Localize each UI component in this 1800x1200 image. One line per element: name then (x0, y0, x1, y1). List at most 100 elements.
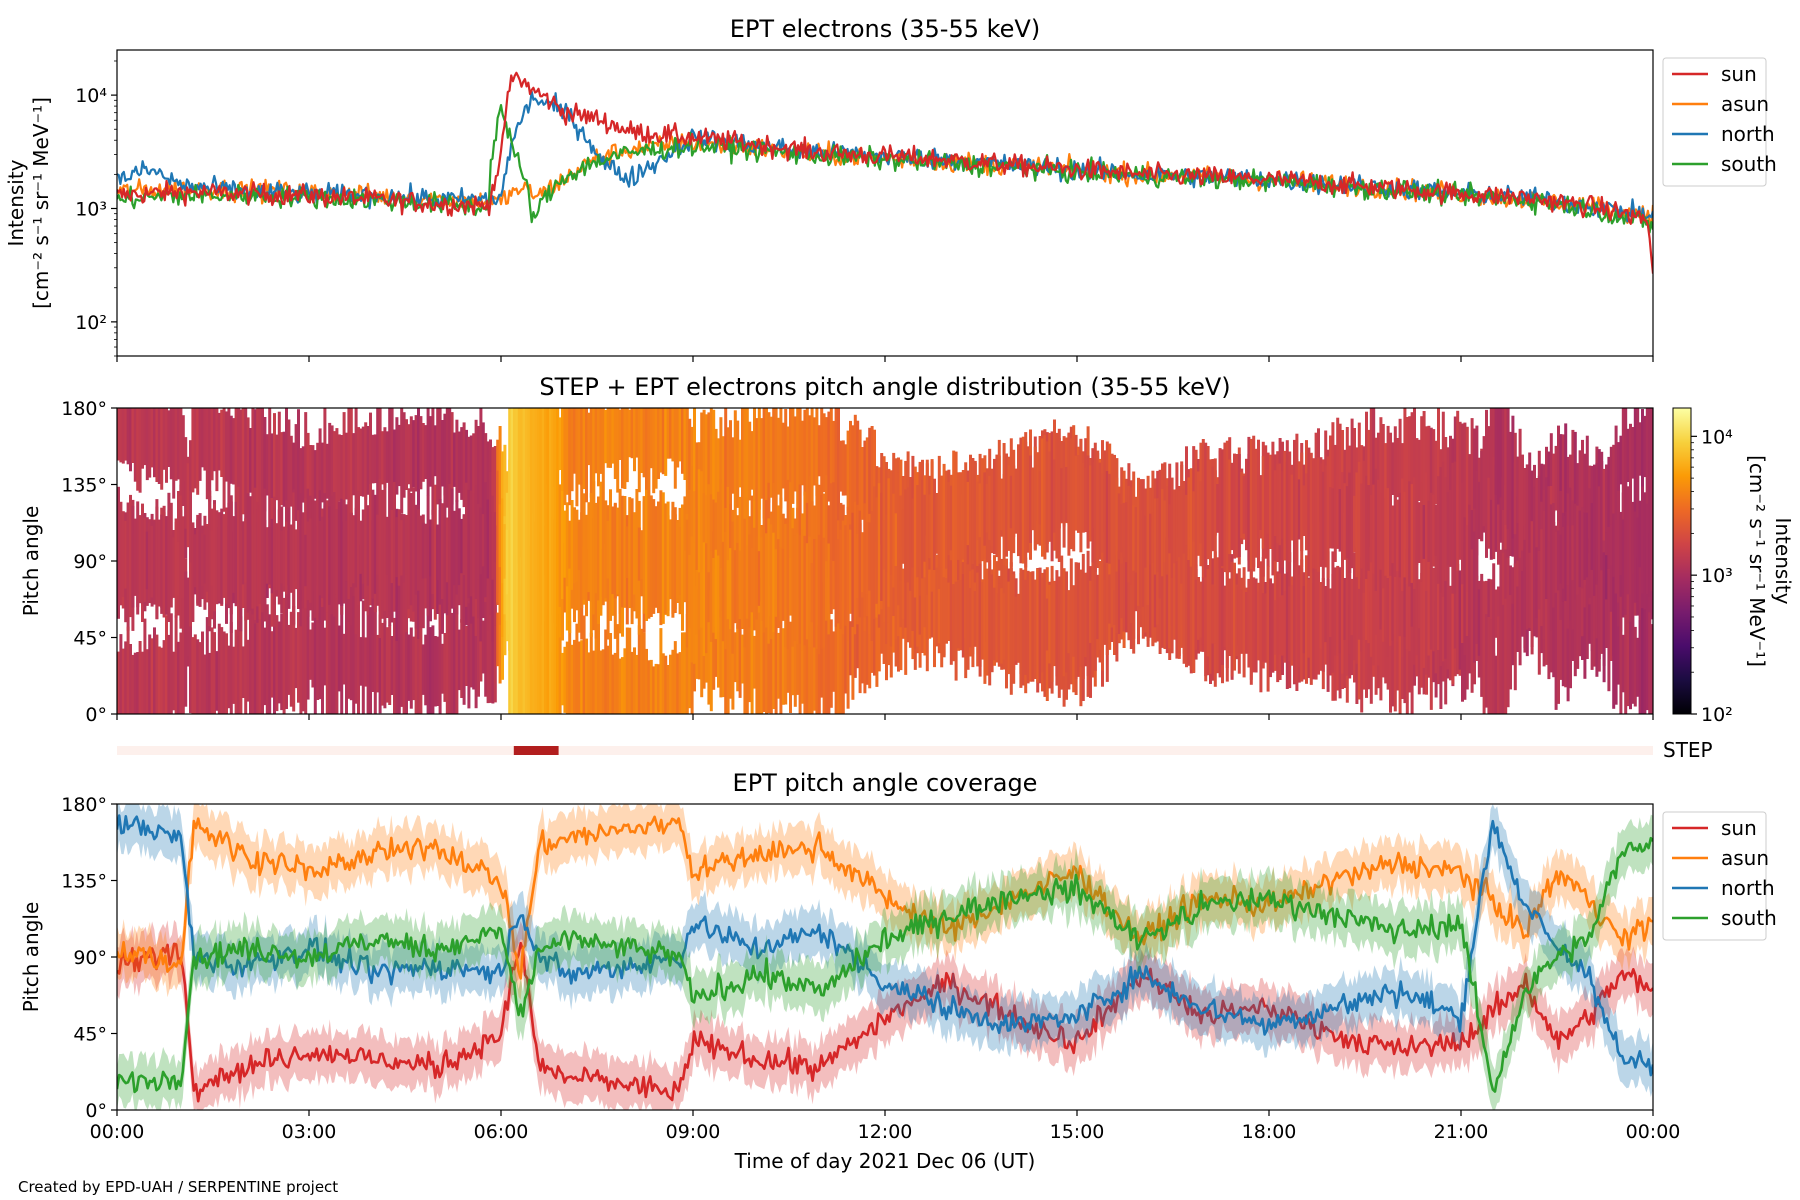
heatmap-cell (493, 512, 497, 562)
heatmap-cell (1045, 598, 1049, 651)
heatmap-cell (1062, 441, 1066, 548)
heatmap-cell (1422, 505, 1426, 559)
heatmap-cell (133, 652, 137, 714)
heatmap-cell (1576, 463, 1580, 522)
heatmap-cell (433, 484, 437, 620)
heatmap-cell (1458, 421, 1462, 530)
heatmap-cell (407, 424, 411, 485)
heatmap-cell (1393, 557, 1397, 634)
heatmap-cell (1333, 476, 1337, 562)
heatmap-cell (546, 408, 550, 714)
heatmap-cell (378, 614, 382, 714)
heatmap-cell (1350, 478, 1354, 569)
heatmap-cell (856, 616, 860, 669)
heatmap-cell (239, 616, 243, 714)
heatmap-cell (1307, 447, 1311, 577)
heatmap-cell (304, 596, 308, 714)
heatmap-cell (1631, 501, 1635, 574)
heatmap-cell (189, 562, 192, 627)
heatmap-cell (1170, 477, 1174, 578)
heatmap-cell (997, 583, 1001, 667)
heatmap-cell (1643, 609, 1647, 714)
heatmap-cell (577, 408, 581, 485)
heatmap-cell (892, 563, 896, 616)
heatmap-cell (119, 634, 123, 714)
heatmap-cell (1057, 428, 1061, 562)
heatmap-cell (1341, 545, 1344, 674)
heatmap-cell (1029, 571, 1032, 682)
heatmap-cell (174, 408, 178, 481)
heatmap-cell (1069, 558, 1073, 685)
heatmap-cell (1230, 462, 1234, 551)
heatmap-cell (1141, 479, 1145, 607)
heatmap-cell (1449, 490, 1452, 567)
heatmap-cell (1511, 567, 1515, 629)
heatmap-cell (337, 434, 341, 502)
heatmap-cell (1149, 528, 1152, 638)
heatmap-cell (652, 499, 656, 614)
heatmap-cell (273, 507, 276, 605)
heatmap-cell (1372, 484, 1376, 574)
heatmap-cell (177, 641, 180, 714)
heatmap-cell (1581, 439, 1584, 553)
heatmap-cell (1403, 408, 1407, 530)
heatmap-cell (369, 607, 372, 714)
heatmap-cell (760, 418, 764, 499)
heatmap-cell (666, 665, 670, 714)
heatmap-cell (1266, 469, 1270, 534)
heatmap-cell (1552, 522, 1556, 608)
heatmap-cell (1125, 543, 1128, 633)
heatmap-cell (436, 408, 440, 505)
heatmap-cell (1420, 416, 1424, 526)
heatmap-cell (815, 625, 819, 714)
heatmap-cell (849, 621, 852, 676)
heatmap-cell (1511, 603, 1515, 666)
footer-credit: Created by EPD-UAH / SERPENTINE project (18, 1178, 338, 1196)
heatmap-cell (724, 531, 728, 650)
heatmap-cell (1093, 442, 1097, 572)
heatmap-cell (995, 454, 999, 558)
heatmap-cell (731, 603, 735, 710)
heatmap-cell (455, 419, 459, 503)
heatmap-cell (760, 537, 764, 621)
heatmap-cell (174, 518, 178, 618)
heatmap-cell (964, 554, 968, 679)
heatmap-cell (239, 498, 243, 609)
heatmap-cell (882, 548, 886, 623)
heatmap-cell (1549, 504, 1553, 631)
heatmap-cell (714, 549, 718, 640)
heatmap-cell (1425, 538, 1428, 675)
heatmap-cell (637, 527, 641, 581)
heatmap-cell (467, 489, 471, 599)
heatmap-cell (1357, 461, 1361, 589)
heatmap-cell (1561, 596, 1565, 687)
heatmap-cell (1581, 507, 1584, 589)
heatmap-cell (553, 408, 557, 714)
heatmap-cell (359, 520, 363, 574)
heatmap-cell (1571, 429, 1575, 547)
heatmap-cell (426, 495, 430, 608)
heatmap-cell (179, 632, 183, 714)
heatmap-cell (294, 627, 298, 689)
heatmap-cell (165, 408, 168, 483)
heatmap-cell (736, 624, 740, 692)
heatmap-cell (1343, 449, 1347, 513)
heatmap-cell (1338, 567, 1342, 654)
heatmap-cell (503, 584, 507, 656)
heatmap-cell (460, 427, 464, 500)
heatmap-cell (606, 521, 610, 579)
heatmap-cell (1098, 462, 1102, 560)
heatmap-cell (923, 494, 927, 562)
series-line-south (117, 103, 1653, 234)
heatmap-cell (789, 408, 792, 509)
panel1-legend-label-south: south (1721, 152, 1777, 176)
heatmap-cell (729, 613, 732, 699)
heatmap-cell (275, 615, 279, 712)
heatmap-cell (757, 603, 761, 714)
heatmap-cell (1449, 614, 1452, 681)
heatmap-cell (1055, 432, 1059, 559)
heatmap-cell (1168, 537, 1172, 649)
heatmap-cell (683, 496, 687, 603)
heatmap-cell (1389, 491, 1392, 576)
heatmap-cell (321, 588, 324, 714)
